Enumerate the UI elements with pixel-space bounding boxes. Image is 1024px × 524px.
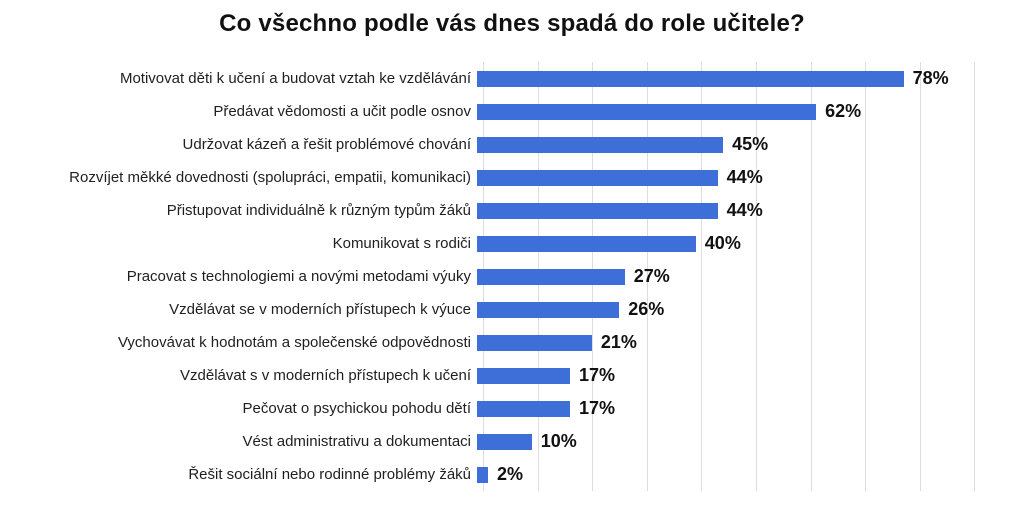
bar-row: Pracovat s technologiemi a novými metoda… [28, 260, 1024, 293]
bar-track: 40% [477, 227, 1024, 260]
bar-row: Motivovat děti k učení a budovat vztah k… [28, 62, 1024, 95]
bar [477, 433, 532, 450]
bar [477, 202, 718, 219]
bar [477, 136, 724, 153]
value-label: 45% [732, 134, 769, 154]
category-label: Motivovat děti k učení a budovat vztah k… [119, 70, 471, 87]
value-label: 26% [628, 299, 665, 319]
bar [477, 268, 625, 285]
bar-track: 27% [477, 260, 1024, 293]
bar-row: Vzdělávat s v moderních přístupech k uče… [28, 359, 1024, 392]
bar-track: 26% [477, 293, 1024, 326]
category-label: Vzdělávat s v moderních přístupech k uče… [180, 367, 471, 384]
bar-row: Vzdělávat se v moderních přístupech k vý… [28, 293, 1024, 326]
bar [477, 235, 696, 252]
bar-track: 10% [477, 425, 1024, 458]
category-label: Vychovávat k hodnotám a společenské odpo… [117, 334, 471, 351]
bar-row: Vést administrativu a dokumentaci 10% [28, 425, 1024, 458]
bar-track: 44% [477, 161, 1024, 194]
value-label: 78% [912, 68, 949, 88]
value-label: 44% [726, 167, 763, 187]
value-label: 17% [578, 365, 616, 385]
bar-track: 78% [477, 62, 1024, 95]
bar [477, 466, 488, 483]
bar-rows: Motivovat děti k učení a budovat vztah k… [28, 62, 1024, 491]
bar-track: 45% [477, 128, 1024, 161]
category-label: Vzdělávat se v moderních přístupech k vý… [169, 301, 471, 318]
bar [477, 169, 718, 186]
category-label: Předávat vědomosti a učit podle osnov [213, 103, 471, 120]
bar-row: Pečovat o psychickou pohodu dětí 17% [28, 392, 1024, 425]
bar [477, 334, 592, 351]
category-label: Komunikovat s rodiči [332, 235, 471, 252]
category-label: Pečovat o psychickou pohodu dětí [242, 400, 472, 417]
bar-row: Komunikovat s rodiči 40% [28, 227, 1024, 260]
bar-track: 21% [477, 326, 1024, 359]
category-label: Vést administrativu a dokumentaci [242, 433, 471, 450]
bar-chart: Motivovat děti k učení a budovat vztah k… [28, 62, 1024, 492]
value-label: 44% [726, 200, 763, 220]
bar-row: Řešit sociální nebo rodinné problémy žák… [28, 458, 1024, 491]
value-label: 2% [496, 464, 523, 484]
category-label: Přistupovat individuálně k různým typům … [166, 202, 471, 219]
bar-row: Udržovat kázeň a řešit problémové chován… [28, 128, 1024, 161]
bar [477, 70, 904, 87]
bar [477, 367, 570, 384]
bar [477, 301, 620, 318]
bar-row: Rozvíjet měkké dovednosti (spolupráci, e… [28, 161, 1024, 194]
category-label: Udržovat kázeň a řešit problémové chován… [182, 136, 471, 153]
category-label: Rozvíjet měkké dovednosti (spolupráci, e… [69, 169, 471, 186]
value-label: 10% [540, 431, 577, 451]
bar [477, 103, 817, 120]
value-label: 17% [578, 398, 616, 418]
bar-track: 17% [477, 392, 1024, 425]
bar-row: Předávat vědomosti a učit podle osnov 62… [28, 95, 1024, 128]
value-label: 40% [704, 233, 741, 253]
value-label: 62% [825, 101, 862, 121]
bar-track: 62% [477, 95, 1024, 128]
category-label: Řešit sociální nebo rodinné problémy žák… [188, 466, 471, 483]
category-label: Pracovat s technologiemi a novými metoda… [126, 268, 471, 285]
value-label: 21% [600, 332, 637, 352]
bar-row: Přistupovat individuálně k různým typům … [28, 194, 1024, 227]
chart-title: Co všechno podle vás dnes spadá do role … [219, 10, 805, 37]
bar-track: 2% [477, 458, 1024, 491]
value-label: 27% [633, 266, 670, 286]
bar [477, 400, 570, 417]
bar-row: Vychovávat k hodnotám a společenské odpo… [28, 326, 1024, 359]
bar-track: 44% [477, 194, 1024, 227]
bar-track: 17% [477, 359, 1024, 392]
